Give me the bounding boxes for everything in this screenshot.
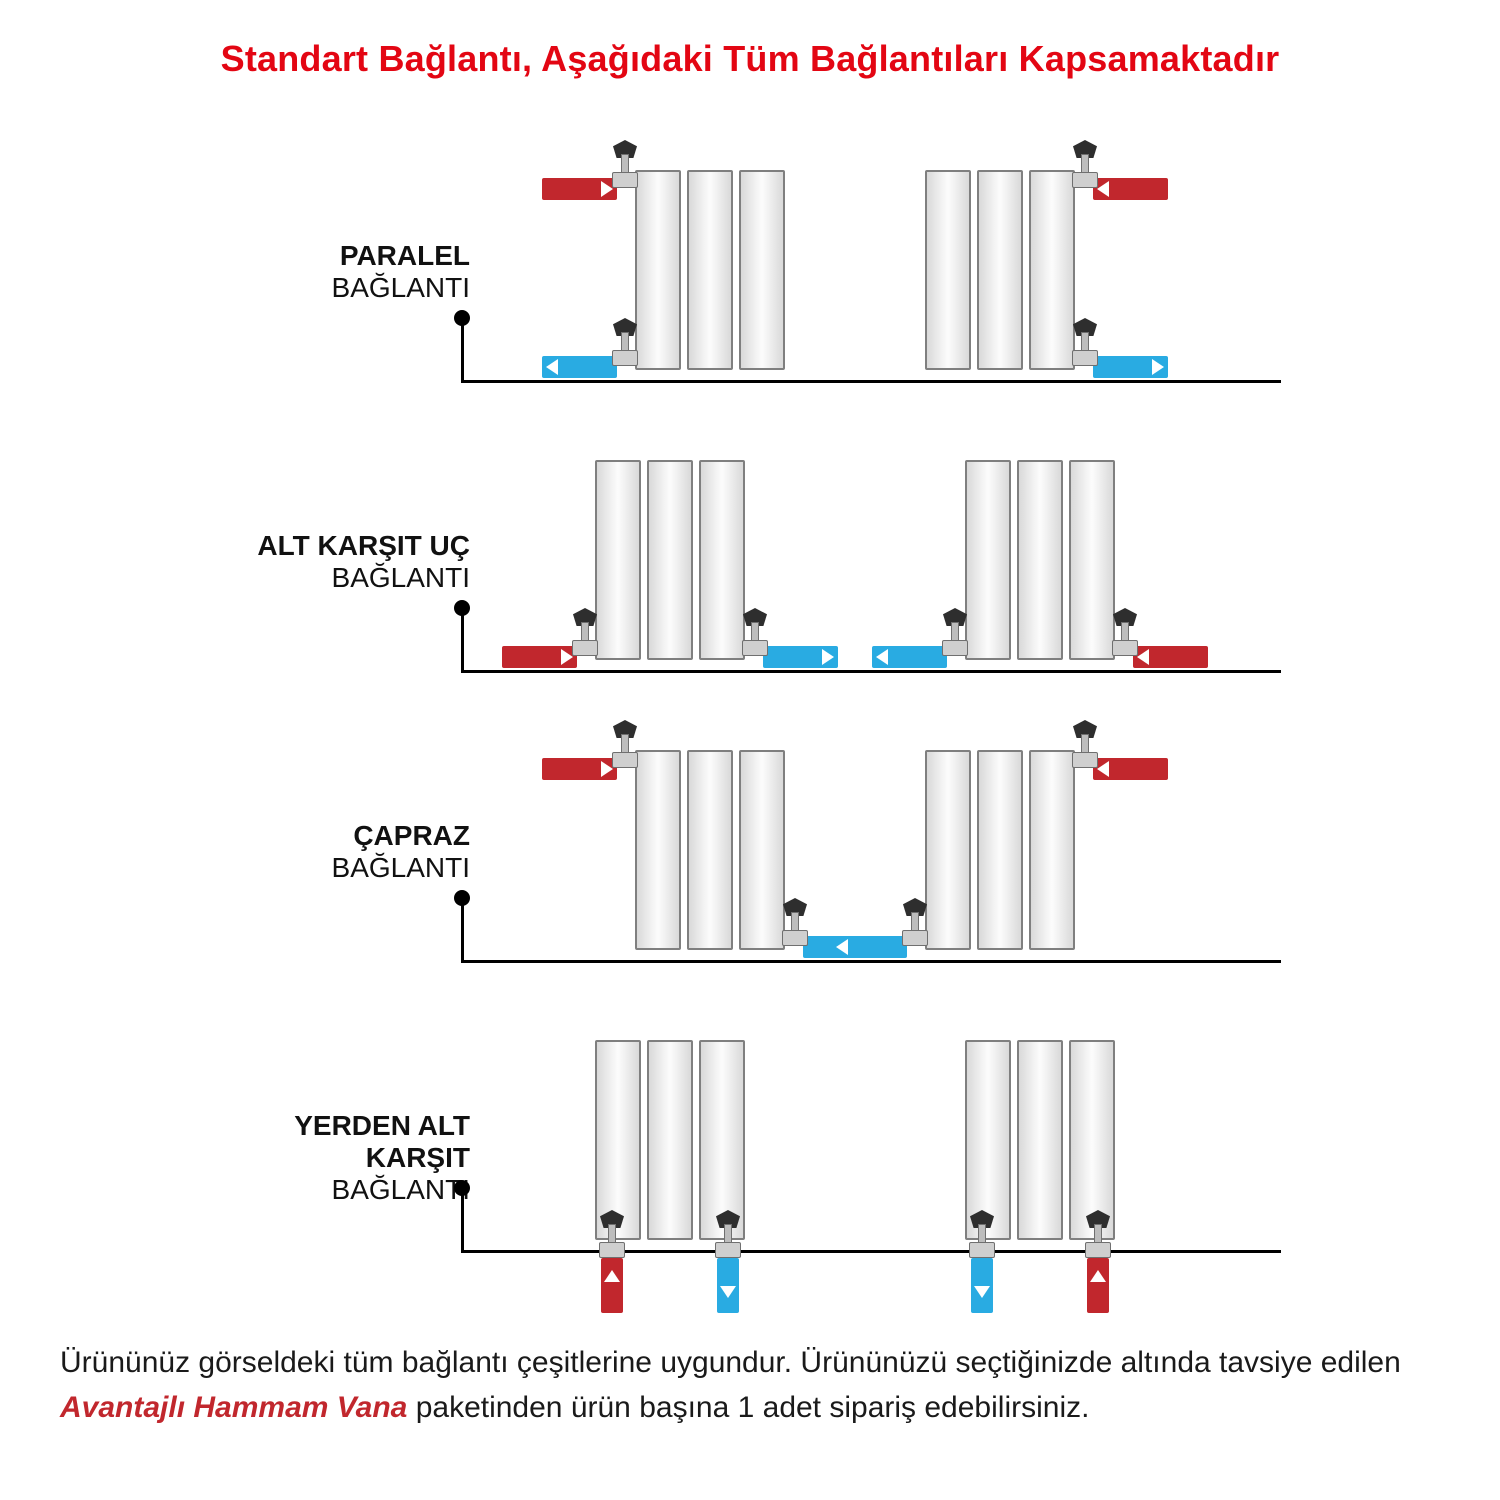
radiator-body — [635, 750, 785, 950]
leader-line — [461, 610, 464, 672]
leader-line — [461, 900, 464, 962]
radiator-pair — [540, 440, 1290, 700]
radiator — [910, 750, 1170, 970]
leader-line — [461, 320, 464, 382]
row-title: ALT KARŞIT UÇ — [210, 530, 470, 562]
hot-pipe — [1087, 1258, 1109, 1313]
valve-icon — [565, 608, 605, 656]
footer-text-a: Ürününüz görseldeki tüm bağlantı çeşitle… — [60, 1346, 1401, 1379]
row-label: ÇAPRAZBAĞLANTI — [210, 820, 470, 884]
footer-emphasis: Avantajlı Hammam Vana — [60, 1391, 407, 1424]
radiator-body — [595, 460, 745, 660]
valve-icon — [1105, 608, 1145, 656]
radiator-body — [925, 750, 1075, 950]
radiator-body — [965, 460, 1115, 660]
radiator — [540, 170, 800, 390]
row-subtitle: BAĞLANTI — [210, 272, 470, 304]
row-label: ALT KARŞIT UÇBAĞLANTI — [210, 530, 470, 594]
row-subtitle: BAĞLANTI — [210, 1174, 470, 1206]
connection-row-capraz: ÇAPRAZBAĞLANTI — [210, 730, 1290, 990]
page-title: Standart Bağlantı, Aşağıdaki Tüm Bağlant… — [0, 38, 1500, 80]
radiator — [910, 1040, 1170, 1260]
row-subtitle: BAĞLANTI — [210, 852, 470, 884]
cold-pipe — [717, 1258, 739, 1313]
radiator — [910, 460, 1170, 680]
valve-icon — [1065, 140, 1105, 188]
row-label: YERDEN ALT KARŞITBAĞLANTI — [210, 1110, 470, 1207]
hot-pipe — [601, 1258, 623, 1313]
valve-icon — [935, 608, 975, 656]
valve-icon — [708, 1210, 748, 1258]
row-subtitle: BAĞLANTI — [210, 562, 470, 594]
footer-text-b: paketinden ürün başına 1 adet sipariş ed… — [407, 1391, 1089, 1424]
radiator-pair — [540, 1020, 1290, 1280]
radiator-body — [635, 170, 785, 370]
radiator-body — [925, 170, 1075, 370]
radiator — [540, 1040, 800, 1260]
row-title: YERDEN ALT KARŞIT — [210, 1110, 470, 1174]
row-title: ÇAPRAZ — [210, 820, 470, 852]
leader-line — [461, 1190, 464, 1252]
radiator — [540, 750, 800, 970]
valve-icon — [895, 898, 935, 946]
row-label: PARALELBAĞLANTI — [210, 240, 470, 304]
valve-icon — [605, 318, 645, 366]
radiator-pair — [540, 730, 1290, 990]
footer-note: Ürününüz görseldeki tüm bağlantı çeşitle… — [60, 1340, 1440, 1430]
valve-icon — [1065, 318, 1105, 366]
valve-icon — [775, 898, 815, 946]
valve-icon — [592, 1210, 632, 1258]
valve-icon — [1065, 720, 1105, 768]
connection-row-alt-karsit: ALT KARŞIT UÇBAĞLANTI — [210, 440, 1290, 700]
connection-row-yerden-alt-karsit: YERDEN ALT KARŞITBAĞLANTI — [210, 1020, 1290, 1280]
cold-pipe — [971, 1258, 993, 1313]
valve-icon — [962, 1210, 1002, 1258]
radiator-pair — [540, 150, 1290, 410]
connection-row-paralel: PARALELBAĞLANTI — [210, 150, 1290, 410]
valve-icon — [735, 608, 775, 656]
valve-icon — [605, 720, 645, 768]
radiator — [910, 170, 1170, 390]
radiator — [540, 460, 800, 680]
valve-icon — [605, 140, 645, 188]
row-title: PARALEL — [210, 240, 470, 272]
valve-icon — [1078, 1210, 1118, 1258]
